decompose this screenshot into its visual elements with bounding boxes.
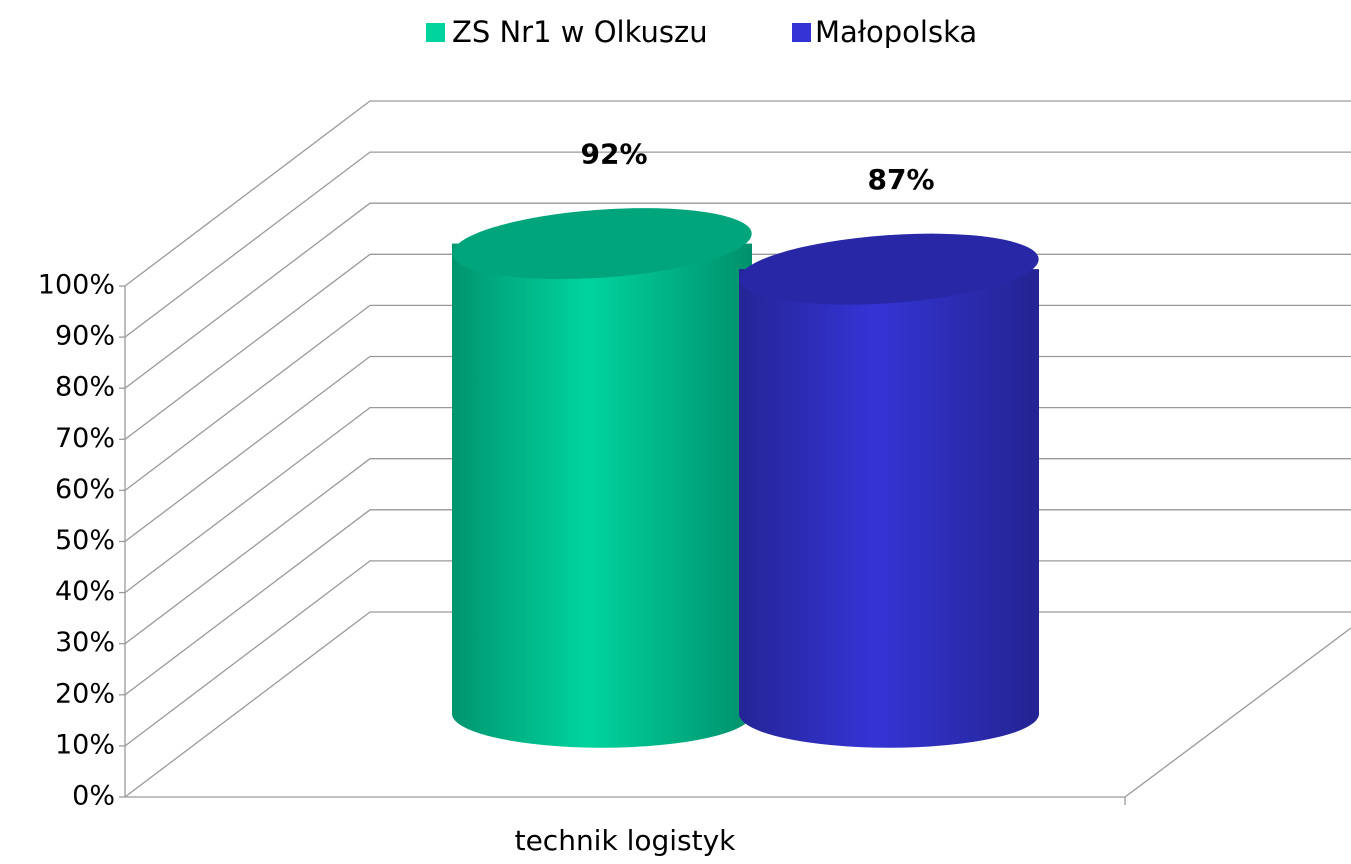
y-tick-label: 80% [55,372,115,403]
y-tick-label: 40% [55,576,115,607]
y-tick-label: 50% [55,525,115,556]
y-tick-label: 30% [55,627,115,658]
y-tick-label: 90% [55,321,115,352]
y-tick-label: 0% [72,781,115,812]
grid-line [124,151,1351,338]
bar-top-shade [739,233,1039,305]
y-tick-label: 20% [55,678,115,709]
legend-label: ZS Nr1 w Olkuszu [452,15,708,49]
bar-shade [452,243,752,748]
bar-top [452,208,752,280]
category-label: technik logistyk [515,824,737,857]
grid-line [124,202,1351,389]
bar-top [739,233,1039,305]
bar-top-shade [452,208,752,280]
y-tick-label: 60% [55,474,115,505]
grid-line [124,100,1351,287]
y-tick-label: 100% [38,270,115,301]
y-tick-label: 70% [55,423,115,454]
data-label: 92% [580,138,647,171]
legend-label: Małopolska [815,15,977,49]
legend-swatch [792,23,811,42]
data-label: 87% [867,163,934,196]
bar-shade [739,269,1039,748]
y-tick-label: 10% [55,729,115,760]
legend-swatch [426,23,445,42]
